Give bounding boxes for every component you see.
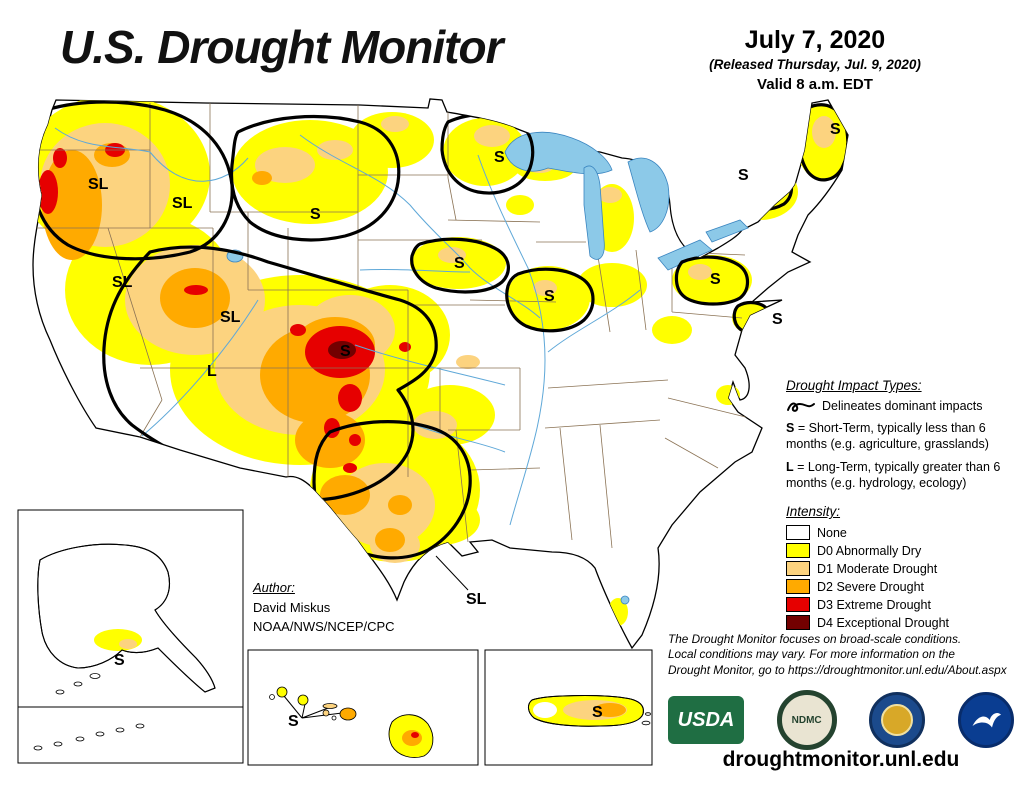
author-heading: Author:: [253, 580, 295, 595]
valid-time: Valid 8 a.m. EDT: [757, 76, 873, 93]
pointer-lines: [283, 555, 469, 719]
legend-item: None: [786, 525, 1022, 540]
author-org: NOAA/NWS/NCEP/CPC: [253, 619, 395, 634]
author-block: Author: David Miskus NOAA/NWS/NCEP/CPC: [253, 578, 395, 637]
legend-label: D0 Abnormally Dry: [817, 543, 922, 558]
commerce-seal-icon: [869, 692, 926, 748]
date-block: July 7, 2020 (Released Thursday, Jul. 9,…: [650, 26, 980, 93]
legend-item: D4 Exceptional Drought: [786, 615, 1022, 630]
legend-label: D3 Extreme Drought: [817, 597, 931, 612]
ndmc-logo: NDMC: [776, 690, 837, 750]
legend-swatch-d4: [786, 615, 810, 630]
puerto-rico-inset: [484, 649, 653, 766]
intensity-heading: Intensity:: [786, 504, 841, 519]
legend-label: D4 Exceptional Drought: [817, 615, 950, 630]
map-date: July 7, 2020: [744, 26, 886, 54]
legend-item: D3 Extreme Drought: [786, 597, 1022, 612]
noaa-seagull-icon: [972, 712, 1001, 728]
state-lines: [33, 103, 759, 549]
author-name: David Miskus: [253, 599, 331, 615]
legend-label: D2 Severe Drought: [817, 579, 925, 594]
long-term-definition: L = Long-Term, typically greater than 6 …: [786, 460, 1001, 490]
hawaii-inset: [247, 649, 479, 766]
legend-label: D1 Moderate Drought: [817, 561, 938, 576]
delineates-label: Delineates dominant impacts: [822, 399, 983, 413]
legend-item: D0 Abnormally Dry: [786, 543, 1022, 558]
logo-row: USDA NDMC: [668, 690, 1014, 750]
delineates-squiggle-icon: [787, 402, 815, 412]
site-url: droughtmonitor.unl.edu: [722, 748, 960, 771]
conus-landmass: [32, 98, 849, 650]
commerce-emblem: [881, 704, 914, 736]
legend-swatch-d1: [786, 561, 810, 576]
impact-types-panel: Drought Impact Types: Delineates dominan…: [786, 378, 1022, 498]
impact-types-heading: Drought Impact Types:: [786, 378, 922, 393]
short-term-definition: S = Short-Term, typically less than 6 mo…: [786, 421, 989, 451]
legend-swatch-d3: [786, 597, 810, 612]
disclaimer: The Drought Monitor focuses on broad-sca…: [668, 632, 1007, 677]
noaa-seal-icon: [957, 692, 1014, 748]
release-date: (Released Thursday, Jul. 9, 2020): [709, 57, 921, 72]
legend-label: None: [817, 525, 847, 540]
legend-item: D1 Moderate Drought: [786, 561, 1022, 576]
legend-swatch-none: [786, 525, 810, 540]
legend-swatch-d0: [786, 543, 810, 558]
legend-swatch-d2: [786, 579, 810, 594]
intensity-legend: Intensity: None D0 Abnormally Dry D1 Mod…: [786, 504, 1022, 633]
usda-logo: USDA: [668, 696, 744, 744]
alaska-inset: [17, 509, 244, 764]
legend-item: D2 Severe Drought: [786, 579, 1022, 594]
page-title: U.S. Drought Monitor: [60, 21, 503, 73]
